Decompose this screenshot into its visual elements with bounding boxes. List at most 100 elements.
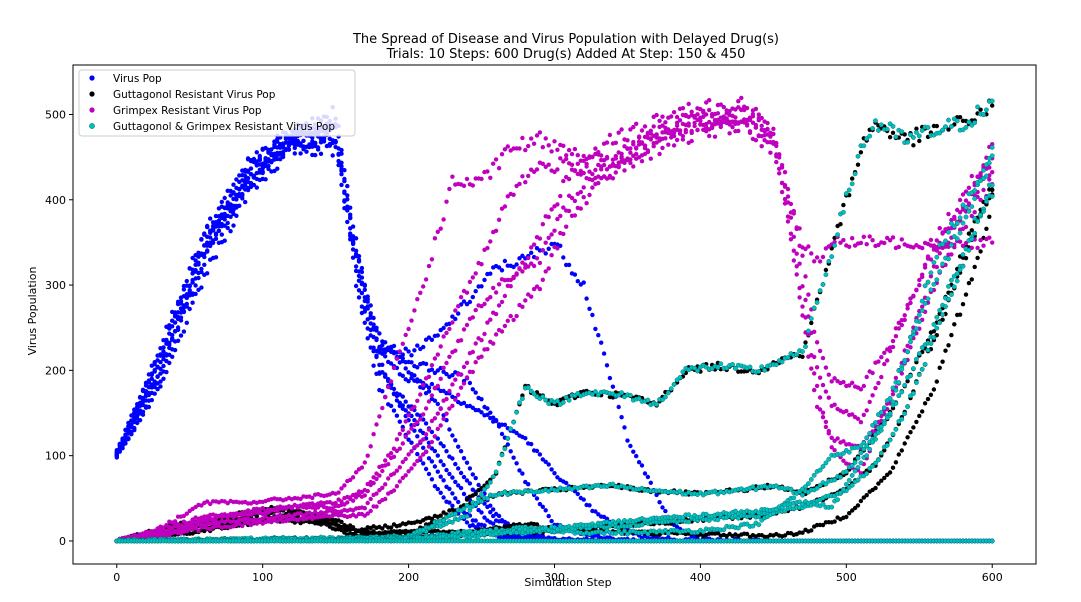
data-point xyxy=(978,237,983,243)
data-point xyxy=(561,205,566,210)
data-point xyxy=(456,311,461,316)
data-point xyxy=(657,118,662,124)
data-point xyxy=(461,327,467,332)
data-point xyxy=(350,498,356,503)
data-point xyxy=(514,430,519,436)
data-point xyxy=(584,296,589,301)
data-point xyxy=(832,239,837,245)
data-point xyxy=(803,297,808,303)
data-point xyxy=(896,452,901,457)
data-point xyxy=(817,348,823,354)
data-point xyxy=(963,198,969,203)
data-point xyxy=(838,240,843,245)
data-point xyxy=(167,340,172,345)
data-point xyxy=(123,432,128,438)
data-point xyxy=(453,308,458,313)
data-point xyxy=(193,269,198,274)
data-point xyxy=(625,438,630,443)
data-point xyxy=(432,484,438,489)
data-point xyxy=(488,317,493,322)
data-point xyxy=(464,176,470,182)
data-point xyxy=(742,107,747,113)
data-point xyxy=(391,365,397,371)
data-point xyxy=(534,167,540,172)
data-point xyxy=(470,472,475,477)
data-point xyxy=(447,388,452,394)
data-point xyxy=(377,473,382,478)
data-point xyxy=(482,515,487,520)
data-point xyxy=(339,182,344,188)
data-point xyxy=(899,318,904,323)
data-point xyxy=(625,138,630,143)
data-point xyxy=(572,146,578,152)
data-point xyxy=(537,452,543,457)
data-point xyxy=(552,139,557,144)
data-point xyxy=(447,354,452,359)
data-point xyxy=(814,255,820,260)
data-point xyxy=(429,477,435,482)
data-point xyxy=(453,479,458,485)
data-point xyxy=(850,412,855,417)
data-point xyxy=(721,114,726,119)
data-point xyxy=(429,418,435,424)
data-point xyxy=(199,252,204,257)
data-point xyxy=(987,235,992,240)
data-point xyxy=(718,102,723,107)
data-point xyxy=(817,395,823,400)
data-point xyxy=(604,156,610,161)
data-point xyxy=(882,448,887,453)
data-point xyxy=(631,449,636,454)
data-point xyxy=(890,130,896,135)
data-point xyxy=(205,223,210,229)
data-point xyxy=(473,518,478,523)
data-point xyxy=(546,246,551,251)
data-point xyxy=(260,170,265,176)
data-point xyxy=(426,471,432,477)
data-point xyxy=(940,359,945,364)
data-point xyxy=(315,145,321,150)
data-point xyxy=(526,255,531,261)
data-point xyxy=(368,444,373,449)
data-point xyxy=(604,167,610,172)
data-point xyxy=(479,354,484,359)
data-point xyxy=(213,236,219,241)
data-point xyxy=(914,126,919,131)
data-point xyxy=(511,455,516,460)
data-point xyxy=(549,207,554,212)
data-point xyxy=(599,153,604,158)
data-point xyxy=(491,415,496,420)
data-point xyxy=(960,243,966,248)
data-point xyxy=(660,505,665,510)
data-point xyxy=(593,326,598,332)
data-point xyxy=(496,513,502,519)
data-point xyxy=(739,95,744,101)
data-point xyxy=(438,513,443,518)
data-point xyxy=(380,389,385,394)
data-point xyxy=(934,123,939,129)
data-point xyxy=(380,526,385,531)
data-point xyxy=(572,272,578,277)
data-point xyxy=(540,277,545,282)
data-point xyxy=(383,349,388,355)
data-point xyxy=(511,317,516,323)
data-point xyxy=(441,444,446,449)
data-point xyxy=(879,478,884,483)
data-point xyxy=(523,147,528,153)
data-point xyxy=(797,261,802,266)
data-point xyxy=(663,508,668,514)
data-point xyxy=(409,353,414,358)
data-point xyxy=(601,174,607,179)
data-point xyxy=(161,363,166,369)
data-point xyxy=(893,326,899,331)
data-point xyxy=(537,286,543,292)
data-point xyxy=(260,506,265,511)
data-point xyxy=(540,145,545,150)
data-point xyxy=(435,411,440,416)
data-point xyxy=(365,453,370,458)
data-point xyxy=(864,242,869,247)
data-point xyxy=(388,379,394,384)
data-point xyxy=(254,185,259,190)
data-point xyxy=(952,216,957,221)
data-point xyxy=(286,140,292,145)
data-point xyxy=(356,273,362,279)
